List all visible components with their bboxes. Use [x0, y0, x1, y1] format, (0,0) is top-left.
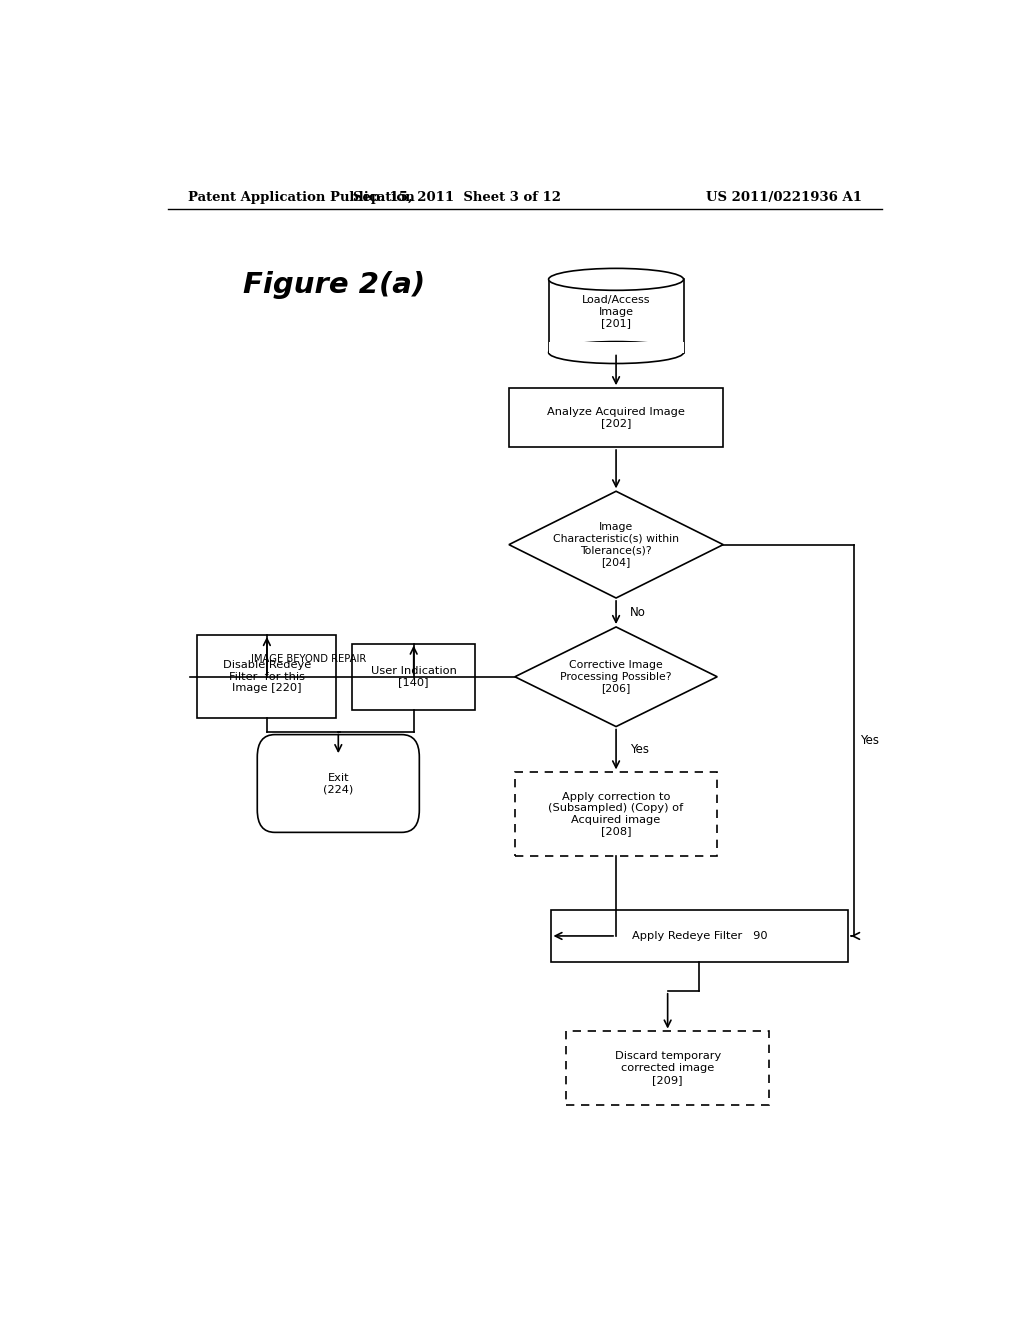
Text: Image
Characteristic(s) within
Tolerance(s)?
[204]: Image Characteristic(s) within Tolerance…	[553, 523, 679, 568]
FancyBboxPatch shape	[551, 909, 848, 962]
Text: Discard temporary
corrected image
[209]: Discard temporary corrected image [209]	[614, 1052, 721, 1085]
Text: User Indication
[140]: User Indication [140]	[371, 667, 457, 688]
Text: IMAGE BEYOND REPAIR: IMAGE BEYOND REPAIR	[251, 653, 367, 664]
Text: No: No	[631, 606, 646, 619]
FancyBboxPatch shape	[566, 1031, 769, 1105]
Ellipse shape	[549, 342, 684, 363]
Text: Figure 2(a): Figure 2(a)	[244, 272, 425, 300]
Text: Apply correction to
(Subsampled) (Copy) of
Acquired image
[208]: Apply correction to (Subsampled) (Copy) …	[549, 792, 684, 837]
FancyBboxPatch shape	[515, 772, 717, 855]
Text: Apply Redeye Filter   90: Apply Redeye Filter 90	[632, 931, 767, 941]
FancyBboxPatch shape	[352, 644, 475, 710]
Text: Corrective Image
Processing Possible?
[206]: Corrective Image Processing Possible? [2…	[560, 660, 672, 693]
Text: Exit
(224): Exit (224)	[324, 772, 353, 795]
Text: Load/Access
Image
[201]: Load/Access Image [201]	[582, 296, 650, 329]
Polygon shape	[515, 627, 717, 726]
Polygon shape	[509, 491, 723, 598]
Text: US 2011/0221936 A1: US 2011/0221936 A1	[707, 190, 862, 203]
FancyBboxPatch shape	[509, 388, 723, 447]
Text: Sep. 15, 2011  Sheet 3 of 12: Sep. 15, 2011 Sheet 3 of 12	[353, 190, 561, 203]
Text: Disable Redeye
Filter  for this
Image [220]: Disable Redeye Filter for this Image [22…	[223, 660, 311, 693]
Ellipse shape	[549, 268, 684, 290]
Text: Yes: Yes	[631, 743, 649, 756]
FancyBboxPatch shape	[549, 342, 684, 352]
Text: Analyze Acquired Image
[202]: Analyze Acquired Image [202]	[547, 407, 685, 429]
FancyBboxPatch shape	[198, 635, 336, 718]
FancyBboxPatch shape	[257, 735, 420, 833]
Text: Patent Application Publication: Patent Application Publication	[187, 190, 415, 203]
Text: Yes: Yes	[860, 734, 880, 747]
FancyBboxPatch shape	[549, 280, 684, 352]
